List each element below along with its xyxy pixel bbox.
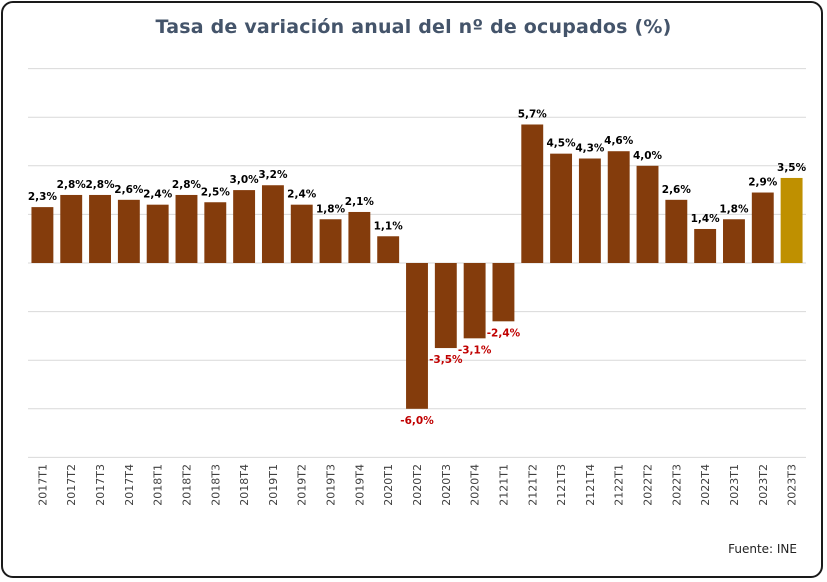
bar [233, 190, 256, 263]
x-tick-label: 2017T3 [94, 464, 107, 506]
bar [434, 263, 457, 349]
x-tick-label: 2020T1 [382, 464, 395, 506]
x-tick-label: 2017T2 [65, 464, 78, 506]
bar [89, 194, 111, 263]
bar [751, 192, 774, 263]
x-tick-label: 2018T1 [152, 464, 165, 506]
data-label: 4,5% [547, 138, 577, 150]
x-tick-label: 2121T2 [526, 464, 539, 506]
data-label: 1,4% [691, 213, 721, 225]
data-label: 3,2% [258, 169, 288, 181]
bar [290, 204, 313, 263]
data-label: 2,5% [201, 186, 231, 198]
bars [31, 124, 803, 409]
x-tick-label: 2020T4 [469, 464, 482, 506]
data-label: 2,6% [114, 184, 144, 196]
bar [463, 263, 486, 339]
bar [31, 207, 54, 263]
bar [406, 263, 428, 409]
bar [175, 194, 198, 263]
data-label: 2,4% [143, 189, 173, 201]
bar [578, 158, 601, 263]
x-tick-label: 2018T2 [180, 464, 193, 506]
bar [636, 165, 659, 263]
data-label: -6,0% [400, 415, 434, 427]
x-tick-label: 2018T3 [209, 464, 222, 506]
data-label: 3,0% [230, 174, 260, 186]
data-label: 2,9% [748, 177, 778, 189]
data-label: 2,6% [662, 184, 692, 196]
x-tick-label: 2020T3 [440, 464, 453, 506]
data-label: 3,5% [777, 162, 807, 174]
data-label: -2,4% [487, 327, 521, 339]
bar [60, 194, 83, 263]
bar [117, 199, 140, 263]
x-tick-label: 2121T3 [555, 464, 568, 506]
bar [550, 153, 573, 263]
chart-title: Tasa de variación anual del nº de ocupad… [155, 16, 672, 38]
bar [319, 219, 342, 263]
x-tick-label: 2020T2 [411, 464, 424, 506]
x-tick-label: 2121T1 [497, 464, 510, 506]
data-label: -3,1% [458, 344, 492, 356]
x-tick-label: 2023T3 [786, 464, 799, 506]
bar [521, 124, 544, 264]
data-labels: 2,3%2,8% 2,8% 2,6% 2,4%2,8%2,5%3,0% 3,2%2,4%… [28, 108, 807, 426]
data-label: 1,8% [316, 203, 346, 215]
data-label: 2,8% [57, 179, 87, 191]
x-tick-label: 2019T1 [267, 464, 280, 506]
data-label: 1,1% [374, 220, 404, 232]
x-axis-labels: 2017T1 2017T2 2017T3 2017T4 2018T1 2018T2 2018… [36, 464, 798, 506]
data-label: 2,8% [85, 179, 115, 191]
data-label: 2,8% [172, 179, 202, 191]
data-label: -3,5% [429, 354, 463, 366]
bar [377, 236, 400, 263]
bar [723, 219, 745, 263]
bar [665, 199, 688, 263]
data-label: 1,8% [719, 203, 749, 215]
bar [204, 202, 227, 263]
x-tick-label: 2023T1 [728, 464, 741, 506]
data-label: 4,3% [575, 143, 605, 155]
data-label: 4,6% [604, 135, 634, 147]
source-note: Fuente: INE [728, 542, 797, 556]
bar [146, 204, 169, 263]
x-tick-label: 2017T1 [36, 464, 49, 506]
data-label: 2,1% [345, 196, 375, 208]
bar [261, 185, 284, 263]
x-tick-label: 2122T1 [613, 464, 626, 506]
data-label: 4,0% [633, 150, 663, 162]
data-label: 5,7% [518, 108, 548, 120]
bar [348, 211, 371, 263]
x-tick-label: 2017T4 [123, 464, 136, 506]
x-tick-label: 2023T2 [757, 464, 770, 506]
x-tick-label: 2019T4 [353, 464, 366, 506]
bar [694, 228, 717, 263]
data-label: 2,4% [287, 189, 317, 201]
x-tick-label: 2019T2 [296, 464, 309, 506]
x-tick-label: 2022T4 [699, 464, 712, 506]
bar [492, 263, 515, 322]
bar [607, 151, 630, 263]
x-tick-label: 2022T2 [642, 464, 655, 506]
x-tick-label: 2022T3 [670, 464, 683, 506]
bar [780, 177, 803, 263]
x-tick-label: 2019T3 [325, 464, 338, 506]
x-tick-label: 2121T4 [584, 464, 597, 506]
data-label: 2,3% [28, 191, 58, 203]
x-tick-label: 2018T4 [238, 464, 251, 506]
